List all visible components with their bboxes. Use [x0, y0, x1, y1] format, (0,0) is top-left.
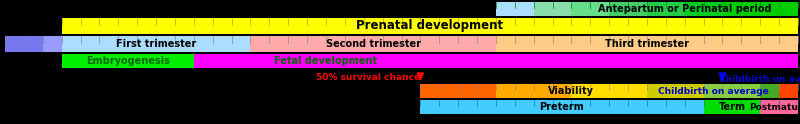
Text: Term: Term — [718, 102, 746, 112]
Bar — [62, 54, 194, 68]
Bar — [703, 100, 760, 114]
Bar — [250, 36, 496, 52]
Bar — [647, 2, 685, 16]
Bar — [5, 36, 42, 52]
Text: Second trimester: Second trimester — [326, 39, 421, 49]
Bar — [685, 2, 722, 16]
Text: Preterm: Preterm — [540, 102, 584, 112]
Text: Antepartum or Perinatal period: Antepartum or Perinatal period — [598, 4, 771, 14]
Text: Postmature: Postmature — [750, 103, 800, 111]
Text: Embryogenesis: Embryogenesis — [86, 56, 170, 66]
Text: Third trimester: Third trimester — [605, 39, 689, 49]
Text: Prenatal development: Prenatal development — [356, 19, 503, 32]
Bar — [703, 84, 760, 98]
Text: 50% survival chance: 50% survival chance — [316, 74, 420, 82]
Bar — [62, 18, 798, 34]
Bar — [194, 54, 798, 68]
Bar — [420, 84, 496, 98]
Bar — [534, 2, 571, 16]
Text: Fetal development: Fetal development — [274, 56, 378, 66]
Bar — [42, 36, 62, 52]
Bar — [760, 84, 779, 98]
Bar — [496, 84, 571, 98]
Bar — [779, 84, 798, 98]
Bar — [760, 2, 798, 16]
Text: First trimester: First trimester — [116, 39, 196, 49]
Bar — [496, 2, 534, 16]
Bar — [609, 2, 647, 16]
Text: Viability: Viability — [549, 86, 594, 96]
Bar — [420, 100, 703, 114]
Bar — [571, 2, 609, 16]
Bar — [62, 36, 250, 52]
Text: Childbirth on average: Childbirth on average — [718, 75, 800, 83]
Bar — [760, 100, 798, 114]
Bar — [571, 84, 647, 98]
Bar — [496, 36, 798, 52]
Text: Childbirth on average: Childbirth on average — [658, 87, 769, 95]
Bar — [722, 2, 760, 16]
Bar — [647, 84, 703, 98]
